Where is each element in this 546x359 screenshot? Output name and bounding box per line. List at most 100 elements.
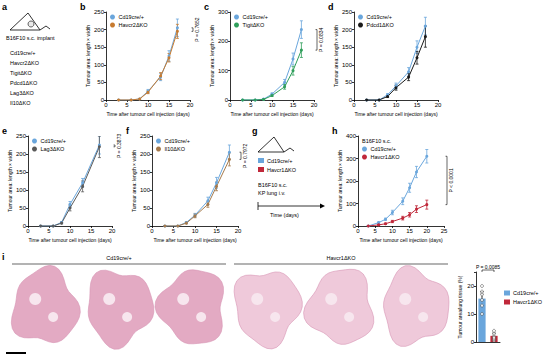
svg-text:300: 300	[346, 156, 357, 162]
svg-text:150: 150	[16, 169, 27, 175]
svg-text:Tumour area: length × width: Tumour area: length × width	[131, 150, 137, 212]
svg-text:TigitΔKO: TigitΔKO	[10, 70, 33, 76]
svg-text:250: 250	[342, 9, 353, 15]
svg-text:P = 0.7652: P = 0.7652	[194, 17, 200, 41]
svg-text:150: 150	[140, 169, 151, 175]
svg-text:Cd19cre/+: Cd19cre/+	[119, 14, 145, 20]
svg-text:Havcr2ΔKO: Havcr2ΔKO	[10, 60, 40, 66]
svg-text:5: 5	[125, 102, 129, 108]
svg-text:0: 0	[471, 339, 475, 345]
svg-text:20: 20	[467, 283, 474, 289]
svg-text:c: c	[204, 2, 209, 12]
svg-text:10: 10	[145, 102, 152, 108]
svg-text:Tumour area: length × width: Tumour area: length × width	[337, 150, 343, 212]
svg-text:400: 400	[346, 133, 357, 139]
svg-text:20: 20	[109, 228, 116, 234]
svg-text:Time after tumour cell injecti: Time after tumour cell injection (days)	[153, 237, 237, 243]
svg-text:250: 250	[94, 9, 105, 15]
svg-text:15: 15	[213, 228, 220, 234]
svg-text:20: 20	[311, 102, 318, 108]
svg-text:100: 100	[94, 62, 105, 68]
svg-text:Havcr2ΔKO: Havcr2ΔKO	[119, 22, 149, 28]
svg-text:Cd19cre/+: Cd19cre/+	[10, 50, 36, 56]
svg-text:25: 25	[441, 228, 448, 234]
svg-text:100: 100	[346, 201, 357, 207]
svg-text:B16F10 s.c.: B16F10 s.c.	[258, 182, 288, 188]
svg-text:Lag3ΔKO: Lag3ΔKO	[41, 146, 66, 152]
svg-text:Cd19cre/+: Cd19cre/+	[371, 146, 397, 152]
svg-text:250: 250	[140, 133, 151, 139]
svg-text:Tumour area: length × width: Tumour area: length × width	[85, 25, 91, 87]
svg-text:Tumour area/lung tissue (%): Tumour area/lung tissue (%)	[457, 275, 463, 338]
svg-text:20: 20	[235, 228, 242, 234]
svg-text:P = 0.7972: P = 0.7972	[242, 143, 248, 167]
svg-text:10: 10	[269, 102, 276, 108]
svg-text:200: 200	[16, 151, 27, 157]
svg-text:Lag3ΔKO: Lag3ΔKO	[10, 90, 35, 96]
svg-text:50: 50	[345, 79, 352, 85]
svg-text:10: 10	[192, 228, 199, 234]
svg-text:Tumour area: length × width: Tumour area: length × width	[209, 25, 215, 87]
svg-text:Cd19cre/+: Cd19cre/+	[243, 14, 269, 20]
svg-text:P < 0.0001: P < 0.0001	[448, 168, 454, 192]
svg-text:Tumour area: length × width: Tumour area: length × width	[333, 25, 339, 87]
svg-text:15: 15	[414, 102, 421, 108]
svg-text:Cd19cre/+: Cd19cre/+	[267, 158, 293, 164]
svg-text:100: 100	[342, 62, 353, 68]
svg-text:5: 5	[172, 228, 176, 234]
svg-text:20: 20	[187, 102, 194, 108]
svg-text:i: i	[2, 252, 5, 262]
svg-text:200: 200	[218, 38, 229, 44]
svg-text:Havcr1ΔKO: Havcr1ΔKO	[326, 255, 356, 261]
svg-text:B16F10 s.c. implant: B16F10 s.c. implant	[6, 35, 55, 41]
svg-text:200: 200	[94, 27, 105, 33]
svg-text:f: f	[126, 126, 130, 136]
svg-text:Time after tumour cell injecti: Time after tumour cell injection (days)	[106, 111, 190, 117]
svg-text:250: 250	[16, 133, 27, 139]
svg-text:50: 50	[143, 205, 150, 211]
svg-text:g: g	[252, 126, 258, 136]
svg-text:Time (days): Time (days)	[270, 212, 299, 218]
svg-text:P = 0.0085: P = 0.0085	[476, 264, 500, 270]
svg-text:Havcr1ΔKO: Havcr1ΔKO	[513, 299, 543, 305]
svg-text:h: h	[332, 126, 338, 136]
svg-text:15: 15	[166, 102, 173, 108]
svg-text:150: 150	[342, 44, 353, 50]
svg-text:e: e	[2, 126, 7, 136]
svg-text:Cd19cre/+: Cd19cre/+	[41, 138, 67, 144]
svg-text:5: 5	[47, 228, 51, 234]
svg-text:Tumour area: length × width: Tumour area: length × width	[7, 150, 13, 212]
svg-text:0: 0	[150, 228, 154, 234]
svg-text:Cd19cre/+: Cd19cre/+	[367, 14, 393, 20]
svg-text:b: b	[80, 2, 86, 12]
svg-text:Cd19cre/+: Cd19cre/+	[106, 255, 132, 261]
svg-text:15: 15	[290, 102, 297, 108]
svg-text:0: 0	[356, 228, 360, 234]
svg-text:Pdcd1ΔKO: Pdcd1ΔKO	[367, 22, 395, 28]
svg-text:Time after tumour cell injecti: Time after tumour cell injection (days)	[354, 111, 438, 117]
svg-text:0: 0	[26, 228, 30, 234]
svg-text:Cd19cre/+: Cd19cre/+	[513, 290, 539, 296]
svg-text:150: 150	[94, 44, 105, 50]
svg-text:100: 100	[16, 187, 27, 193]
svg-text:300: 300	[218, 9, 229, 15]
svg-text:Il10ΔKO: Il10ΔKO	[10, 100, 31, 106]
svg-text:50: 50	[97, 79, 104, 85]
svg-text:10: 10	[67, 228, 74, 234]
svg-text:Havcr1ΔKO: Havcr1ΔKO	[267, 167, 297, 173]
svg-text:200: 200	[342, 27, 353, 33]
svg-text:0: 0	[104, 102, 108, 108]
svg-text:TigitΔKO: TigitΔKO	[243, 22, 266, 28]
svg-text:d: d	[328, 2, 334, 12]
svg-text:100: 100	[218, 68, 229, 74]
svg-text:20: 20	[435, 102, 442, 108]
svg-text:200: 200	[140, 151, 151, 157]
svg-text:10: 10	[467, 311, 474, 317]
svg-text:a: a	[2, 2, 8, 12]
svg-text:0: 0	[352, 102, 356, 108]
svg-text:20: 20	[423, 228, 430, 234]
svg-text:100: 100	[140, 187, 151, 193]
svg-text:Cd19cre/+: Cd19cre/+	[165, 138, 191, 144]
svg-text:10: 10	[389, 228, 396, 234]
svg-text:Time after tumour cell injecti: Time after tumour cell injection (days)	[28, 237, 112, 243]
